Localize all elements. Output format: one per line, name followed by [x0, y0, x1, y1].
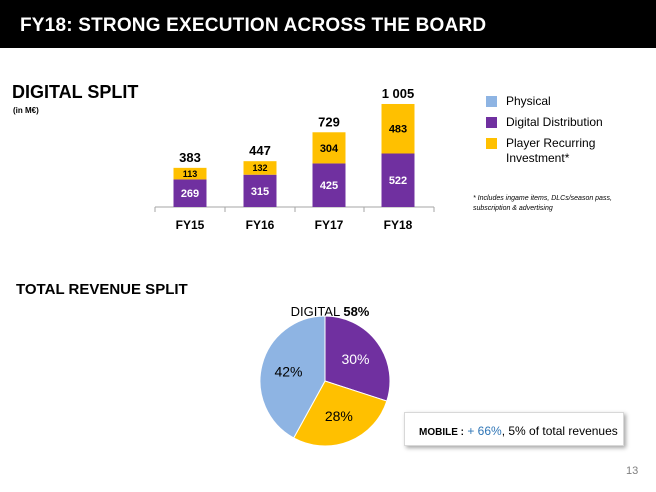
legend: Physical Digital Distribution Player Rec…: [486, 94, 646, 172]
page-title: FY18: STRONG EXECUTION ACROSS THE BOARD: [20, 15, 487, 36]
pie-title: DIGITAL 58%: [291, 304, 370, 319]
unit-label: (in M€): [13, 106, 39, 115]
pie-label-0: 30%: [341, 351, 369, 367]
footnote: * Includes ingame items, DLCs/season pas…: [473, 195, 612, 212]
total-revenue-split-title: TOTAL REVENUE SPLIT: [16, 281, 188, 298]
header-bar: FY18: STRONG EXECUTION ACROSS THE BOARD: [0, 0, 656, 48]
bar-fy15-pri: [173, 167, 207, 180]
bar-label-fy16-digital: 315: [251, 186, 269, 198]
pie-label-1: 28%: [325, 408, 353, 424]
pie-slice-2: [259, 315, 326, 439]
mobile-label: MOBILE :: [419, 427, 464, 438]
bar-fy16-pri: [243, 161, 277, 175]
pie-slice-1: [293, 380, 388, 447]
bar-fy16-digital: [243, 174, 277, 207]
page-number: 13: [626, 465, 639, 477]
x-tick-label-fy17: FY17: [315, 218, 344, 232]
bar-fy18-pri: [381, 103, 415, 154]
bar-fy15-digital: [173, 179, 207, 207]
pie-label-2: 42%: [274, 364, 302, 380]
legend-swatch-player-recurring: [486, 138, 497, 149]
x-tick-label-fy18: FY18: [384, 218, 413, 232]
bar-label-fy15-digital: 269: [181, 188, 199, 200]
legend-label-physical: Physical: [506, 94, 551, 108]
bar-label-fy18-pri: 483: [389, 124, 407, 136]
pie-title-prefix: DIGITAL: [291, 304, 344, 319]
bar-fy17-pri: [312, 132, 346, 164]
x-tick-label-fy15: FY15: [176, 218, 205, 232]
bar-total-fy17: 729: [318, 114, 340, 129]
pie-slice-0: [324, 315, 391, 402]
mobile-growth: + 66%: [467, 424, 502, 438]
legend-label-player-recurring: Player Recurring Investment*: [506, 136, 596, 165]
bar-label-fy17-pri: 304: [320, 143, 339, 155]
bar-label-fy15-pri: 113: [183, 169, 198, 179]
legend-item-physical: Physical: [486, 94, 646, 109]
digital-split-title: DIGITAL SPLIT: [12, 82, 139, 102]
bar-fy18-digital: [381, 153, 415, 207]
bar-label-fy18-digital: 522: [389, 175, 407, 187]
legend-label-digital-distribution: Digital Distribution: [506, 115, 603, 129]
bar-total-fy16: 447: [249, 143, 271, 158]
mobile-rest: , 5% of total revenues: [501, 424, 618, 438]
bar-total-fy18: 1 005: [382, 86, 415, 101]
bar-label-fy16-pri: 132: [252, 163, 267, 173]
legend-item-digital-distribution: Digital Distribution: [486, 115, 646, 130]
legend-swatch-physical: [486, 96, 497, 107]
bar-label-fy17-digital: 425: [320, 180, 338, 192]
pie-title-value: 58%: [343, 304, 369, 319]
legend-swatch-digital-distribution: [486, 117, 497, 128]
legend-item-player-recurring: Player Recurring Investment*: [486, 136, 596, 166]
bar-total-fy15: 383: [179, 150, 201, 165]
x-tick-label-fy16: FY16: [246, 218, 275, 232]
bar-fy17-digital: [312, 163, 346, 207]
mobile-callout: MOBILE : + 66%, 5% of total revenues: [404, 412, 624, 446]
